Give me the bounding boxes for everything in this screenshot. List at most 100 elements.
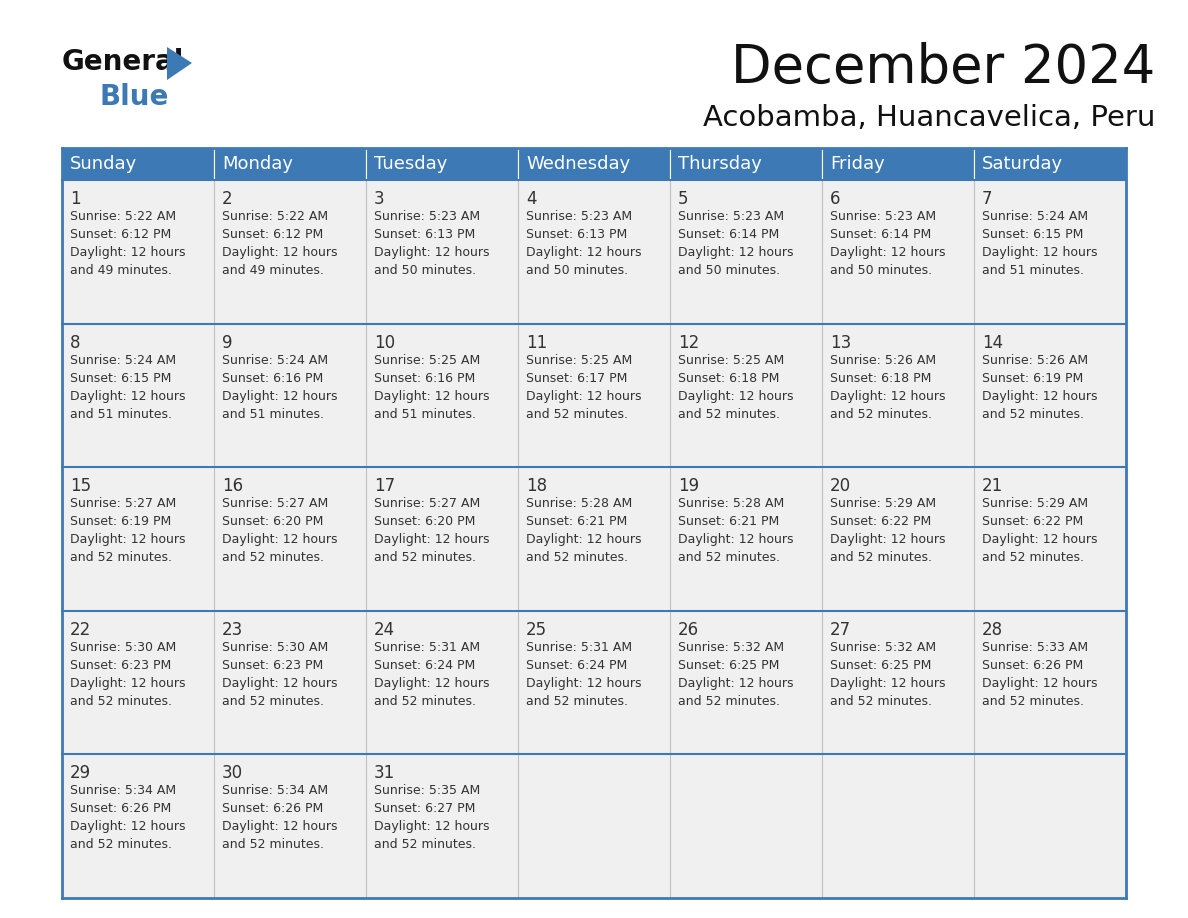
Text: Blue: Blue	[100, 83, 170, 111]
Bar	[366, 467, 518, 610]
Text: and 52 minutes.: and 52 minutes.	[982, 695, 1083, 708]
Text: Daylight: 12 hours: Daylight: 12 hours	[70, 389, 185, 403]
Bar	[214, 755, 366, 898]
Bar	[366, 610, 518, 755]
Text: Daylight: 12 hours: Daylight: 12 hours	[982, 389, 1098, 403]
Text: and 52 minutes.: and 52 minutes.	[70, 551, 172, 565]
Text: Daylight: 12 hours: Daylight: 12 hours	[526, 533, 642, 546]
Text: Wednesday: Wednesday	[526, 155, 631, 173]
Bar	[974, 610, 1126, 755]
Text: Sunrise: 5:24 AM: Sunrise: 5:24 AM	[222, 353, 328, 366]
Bar	[518, 148, 670, 180]
Text: and 52 minutes.: and 52 minutes.	[222, 551, 324, 565]
Text: and 52 minutes.: and 52 minutes.	[830, 551, 933, 565]
Text: Sunset: 6:23 PM: Sunset: 6:23 PM	[222, 659, 323, 672]
Text: and 51 minutes.: and 51 minutes.	[70, 408, 172, 420]
Text: 17: 17	[374, 477, 396, 495]
Text: Daylight: 12 hours: Daylight: 12 hours	[70, 821, 185, 834]
Text: Sunrise: 5:28 AM: Sunrise: 5:28 AM	[526, 498, 632, 510]
Text: Daylight: 12 hours: Daylight: 12 hours	[982, 246, 1098, 259]
Text: Daylight: 12 hours: Daylight: 12 hours	[526, 389, 642, 403]
Bar	[366, 148, 518, 180]
Bar	[62, 148, 214, 180]
Bar	[62, 324, 214, 467]
Bar	[214, 148, 366, 180]
Text: 9: 9	[222, 333, 233, 352]
Bar	[974, 755, 1126, 898]
Text: and 52 minutes.: and 52 minutes.	[830, 695, 933, 708]
Text: Sunset: 6:22 PM: Sunset: 6:22 PM	[830, 515, 931, 528]
Bar	[518, 180, 670, 324]
Text: Sunset: 6:24 PM: Sunset: 6:24 PM	[374, 659, 475, 672]
Text: Friday: Friday	[830, 155, 885, 173]
Text: Sunrise: 5:27 AM: Sunrise: 5:27 AM	[374, 498, 480, 510]
Text: Sunset: 6:14 PM: Sunset: 6:14 PM	[830, 228, 931, 241]
Text: Sunset: 6:16 PM: Sunset: 6:16 PM	[374, 372, 475, 385]
Text: 7: 7	[982, 190, 992, 208]
Text: Sunrise: 5:30 AM: Sunrise: 5:30 AM	[222, 641, 328, 654]
Text: Sunset: 6:13 PM: Sunset: 6:13 PM	[526, 228, 627, 241]
Text: Daylight: 12 hours: Daylight: 12 hours	[222, 533, 337, 546]
Bar	[366, 755, 518, 898]
Text: 25: 25	[526, 621, 548, 639]
Bar	[974, 148, 1126, 180]
Text: Sunset: 6:27 PM: Sunset: 6:27 PM	[374, 802, 475, 815]
Polygon shape	[168, 47, 192, 80]
Text: Daylight: 12 hours: Daylight: 12 hours	[222, 246, 337, 259]
Text: Daylight: 12 hours: Daylight: 12 hours	[678, 533, 794, 546]
Text: Daylight: 12 hours: Daylight: 12 hours	[982, 677, 1098, 689]
Text: Sunset: 6:25 PM: Sunset: 6:25 PM	[678, 659, 779, 672]
Text: Daylight: 12 hours: Daylight: 12 hours	[374, 533, 489, 546]
Text: 6: 6	[830, 190, 840, 208]
Bar	[974, 324, 1126, 467]
Text: Sunrise: 5:31 AM: Sunrise: 5:31 AM	[374, 641, 480, 654]
Bar	[62, 467, 214, 610]
Text: Sunrise: 5:22 AM: Sunrise: 5:22 AM	[222, 210, 328, 223]
Text: Sunset: 6:17 PM: Sunset: 6:17 PM	[526, 372, 627, 385]
Text: Daylight: 12 hours: Daylight: 12 hours	[526, 246, 642, 259]
Text: Sunrise: 5:30 AM: Sunrise: 5:30 AM	[70, 641, 176, 654]
Text: Daylight: 12 hours: Daylight: 12 hours	[678, 246, 794, 259]
Bar	[214, 324, 366, 467]
Text: Thursday: Thursday	[678, 155, 762, 173]
Text: and 50 minutes.: and 50 minutes.	[830, 264, 933, 277]
Text: and 52 minutes.: and 52 minutes.	[374, 695, 476, 708]
Text: Sunset: 6:21 PM: Sunset: 6:21 PM	[678, 515, 779, 528]
Text: 31: 31	[374, 765, 396, 782]
Text: Sunset: 6:19 PM: Sunset: 6:19 PM	[982, 372, 1083, 385]
Text: 22: 22	[70, 621, 91, 639]
Text: 21: 21	[982, 477, 1003, 495]
Text: Sunset: 6:19 PM: Sunset: 6:19 PM	[70, 515, 171, 528]
Text: Saturday: Saturday	[982, 155, 1063, 173]
Text: 13: 13	[830, 333, 852, 352]
Text: Daylight: 12 hours: Daylight: 12 hours	[374, 677, 489, 689]
Text: and 52 minutes.: and 52 minutes.	[526, 551, 628, 565]
Text: and 50 minutes.: and 50 minutes.	[678, 264, 781, 277]
Text: and 52 minutes.: and 52 minutes.	[70, 695, 172, 708]
Text: 4: 4	[526, 190, 537, 208]
Bar	[214, 610, 366, 755]
Text: Sunrise: 5:28 AM: Sunrise: 5:28 AM	[678, 498, 784, 510]
Text: 28: 28	[982, 621, 1003, 639]
Text: 29: 29	[70, 765, 91, 782]
Text: Acobamba, Huancavelica, Peru: Acobamba, Huancavelica, Peru	[702, 104, 1155, 132]
Text: 14: 14	[982, 333, 1003, 352]
Text: 16: 16	[222, 477, 244, 495]
Text: Sunrise: 5:23 AM: Sunrise: 5:23 AM	[678, 210, 784, 223]
Text: Sunrise: 5:23 AM: Sunrise: 5:23 AM	[374, 210, 480, 223]
Text: Daylight: 12 hours: Daylight: 12 hours	[982, 533, 1098, 546]
Text: Sunrise: 5:25 AM: Sunrise: 5:25 AM	[678, 353, 784, 366]
Text: Sunset: 6:14 PM: Sunset: 6:14 PM	[678, 228, 779, 241]
Text: Sunset: 6:24 PM: Sunset: 6:24 PM	[526, 659, 627, 672]
Text: 24: 24	[374, 621, 396, 639]
Text: Sunset: 6:15 PM: Sunset: 6:15 PM	[982, 228, 1083, 241]
Text: and 51 minutes.: and 51 minutes.	[222, 408, 324, 420]
Text: Daylight: 12 hours: Daylight: 12 hours	[830, 389, 946, 403]
Text: and 50 minutes.: and 50 minutes.	[374, 264, 476, 277]
Text: and 52 minutes.: and 52 minutes.	[678, 408, 781, 420]
Text: Sunrise: 5:25 AM: Sunrise: 5:25 AM	[526, 353, 632, 366]
Text: Daylight: 12 hours: Daylight: 12 hours	[526, 677, 642, 689]
Text: Sunrise: 5:22 AM: Sunrise: 5:22 AM	[70, 210, 176, 223]
Text: Sunrise: 5:29 AM: Sunrise: 5:29 AM	[982, 498, 1088, 510]
Text: and 52 minutes.: and 52 minutes.	[678, 695, 781, 708]
